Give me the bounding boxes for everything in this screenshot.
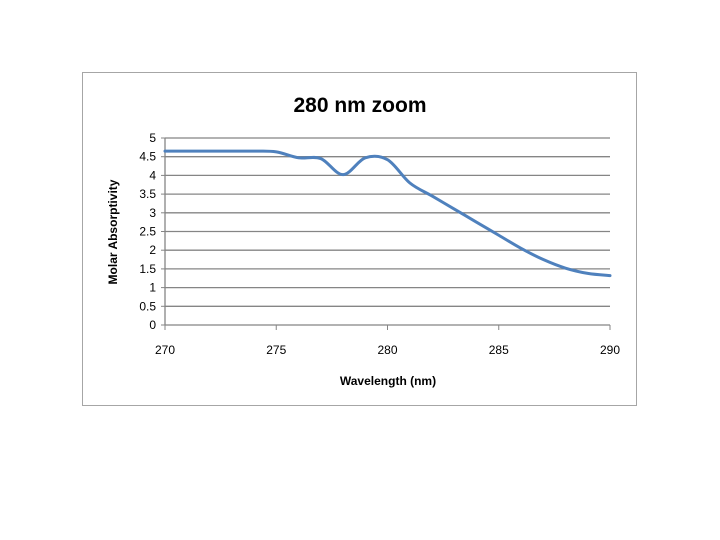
y-tick-label: 0 [149, 318, 156, 332]
y-tick-label: 3 [149, 206, 156, 220]
y-tick-label: 3.5 [139, 187, 156, 201]
x-tick-label: 270 [155, 343, 175, 357]
x-tick-label: 290 [600, 343, 620, 357]
y-tick-label: 4 [149, 168, 156, 182]
y-tick-label: 1 [149, 281, 156, 295]
series-group [163, 149, 612, 278]
y-tick-label: 2.5 [139, 225, 156, 239]
y-tick-label: 5 [149, 131, 156, 145]
y-axis-ticks: 0 0.5 1 1.5 2 2.5 3 3.5 4 4.5 5 [139, 131, 165, 332]
x-tick-label: 280 [377, 343, 397, 357]
chart-title: 280 nm zoom [293, 94, 426, 117]
series-line-0 [163, 149, 612, 278]
y-tick-label: 0.5 [139, 299, 156, 313]
y-axis-label: Molar Absorptivity [106, 179, 120, 284]
y-tick-label: 4.5 [139, 150, 156, 164]
x-tick-label: 285 [489, 343, 509, 357]
gridlines [164, 137, 610, 326]
x-axis-label: Wavelength (nm) [340, 374, 436, 388]
chart-frame [82, 72, 637, 406]
x-axis-ticks: 270 275 280 285 290 [155, 325, 620, 357]
y-tick-label: 1.5 [139, 262, 156, 276]
x-tick-label: 275 [266, 343, 286, 357]
y-tick-label: 2 [149, 243, 156, 257]
